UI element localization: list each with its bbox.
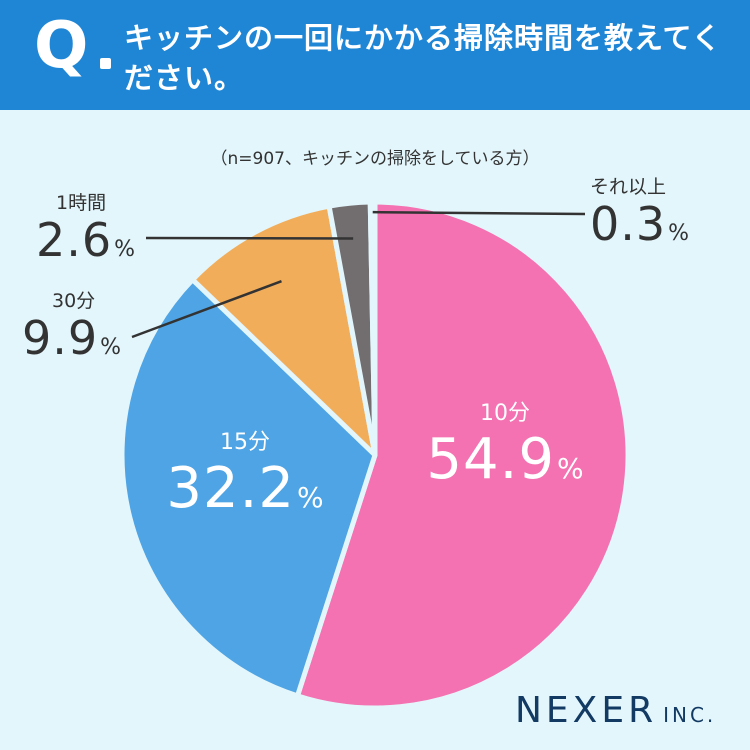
label-15m-value: 32.2	[166, 456, 296, 521]
label-15m: 15分 32.2%	[150, 424, 340, 521]
leader-line-more	[372, 210, 586, 216]
sample-note: （n=907、キッチンの掃除をしている方）	[210, 149, 540, 169]
pie-slice-more	[367, 199, 378, 458]
label-30m-unit: %	[100, 335, 122, 360]
label-more: それ以上 0.3%	[590, 172, 689, 251]
label-30m-value: 9.9	[22, 311, 99, 365]
pie-slice-10m	[295, 199, 631, 711]
label-more-value: 0.3	[590, 197, 667, 251]
label-10m-value: 54.9	[426, 427, 556, 492]
label-1h-value: 2.6	[36, 213, 113, 267]
pie-slice-30m	[190, 203, 378, 458]
label-10m-category: 10分	[480, 401, 530, 426]
q-letter: Q	[34, 9, 89, 83]
label-more-category: それ以上	[590, 176, 667, 198]
brand-name: NEXER	[515, 690, 658, 731]
label-15m-category: 15分	[220, 430, 270, 455]
q-dot	[100, 58, 111, 69]
brand-suffix: INC.	[663, 703, 717, 727]
brand-logo: NEXER INC.	[515, 690, 716, 731]
label-10m: 10分 54.9%	[405, 395, 605, 492]
label-10m-unit: %	[557, 452, 584, 485]
header-bar: Q キッチンの一回にかかる掃除時間を教えてください。	[0, 0, 750, 110]
label-30m-category: 30分	[52, 290, 96, 312]
leader-line-1h	[145, 236, 354, 240]
label-more-unit: %	[668, 221, 690, 246]
label-1h-category: 1時間	[56, 192, 107, 214]
leader-line-30m	[131, 280, 282, 339]
question-text: キッチンの一回にかかる掃除時間を教えてください。	[124, 21, 722, 95]
label-15m-unit: %	[297, 481, 324, 514]
label-1h-unit: %	[114, 237, 136, 262]
label-1h: 1時間 2.6%	[36, 188, 135, 267]
label-30m: 30分 9.9%	[22, 286, 121, 365]
pie-slice-15m	[119, 277, 378, 699]
